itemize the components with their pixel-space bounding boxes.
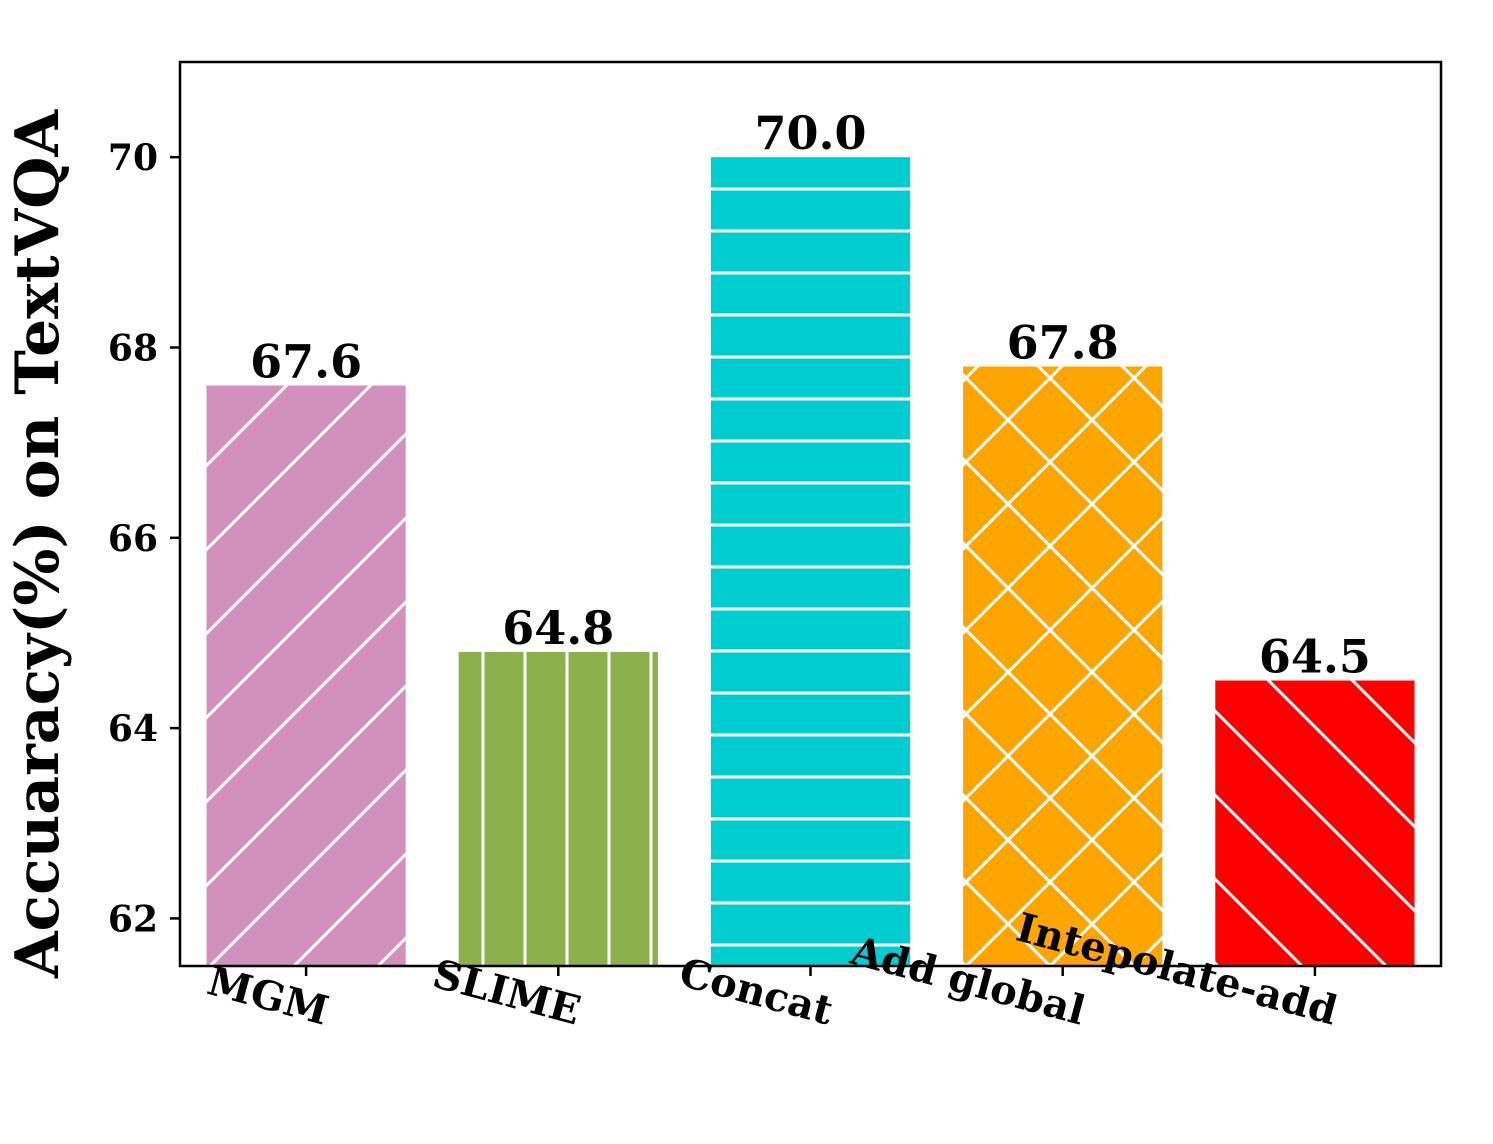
y-tick-label: 66 (108, 518, 158, 560)
bar-add-global (963, 366, 1163, 966)
bar-concat (710, 157, 911, 966)
bars-group (206, 157, 1415, 966)
bar-value-label-concat: 70.0 (754, 106, 866, 160)
x-tick-label-mgm: MGM (203, 957, 334, 1034)
value-labels-group: 67.6 64.8 70.0 67.8 64.5 (250, 106, 1371, 683)
y-axis: 62 64 66 68 70 (108, 137, 180, 940)
bar-value-label-mgm: 67.6 (250, 335, 362, 389)
plot-frame (178, 60, 1443, 968)
bar-slime (458, 651, 658, 966)
y-tick-label: 62 (108, 898, 158, 940)
y-tick-label: 68 (108, 327, 158, 369)
bar-intepolate-add (1215, 680, 1415, 966)
y-axis-title: Accuaracy(%) on TextVQA (3, 109, 73, 979)
bar-value-label-slime: 64.8 (502, 601, 614, 655)
y-tick-label: 70 (108, 137, 158, 179)
bar-value-label-intepolate-add: 64.5 (1259, 630, 1371, 684)
bar-value-label-add-global: 67.8 (1007, 316, 1119, 370)
bar-mgm (206, 385, 406, 966)
y-tick-label: 64 (108, 708, 158, 750)
